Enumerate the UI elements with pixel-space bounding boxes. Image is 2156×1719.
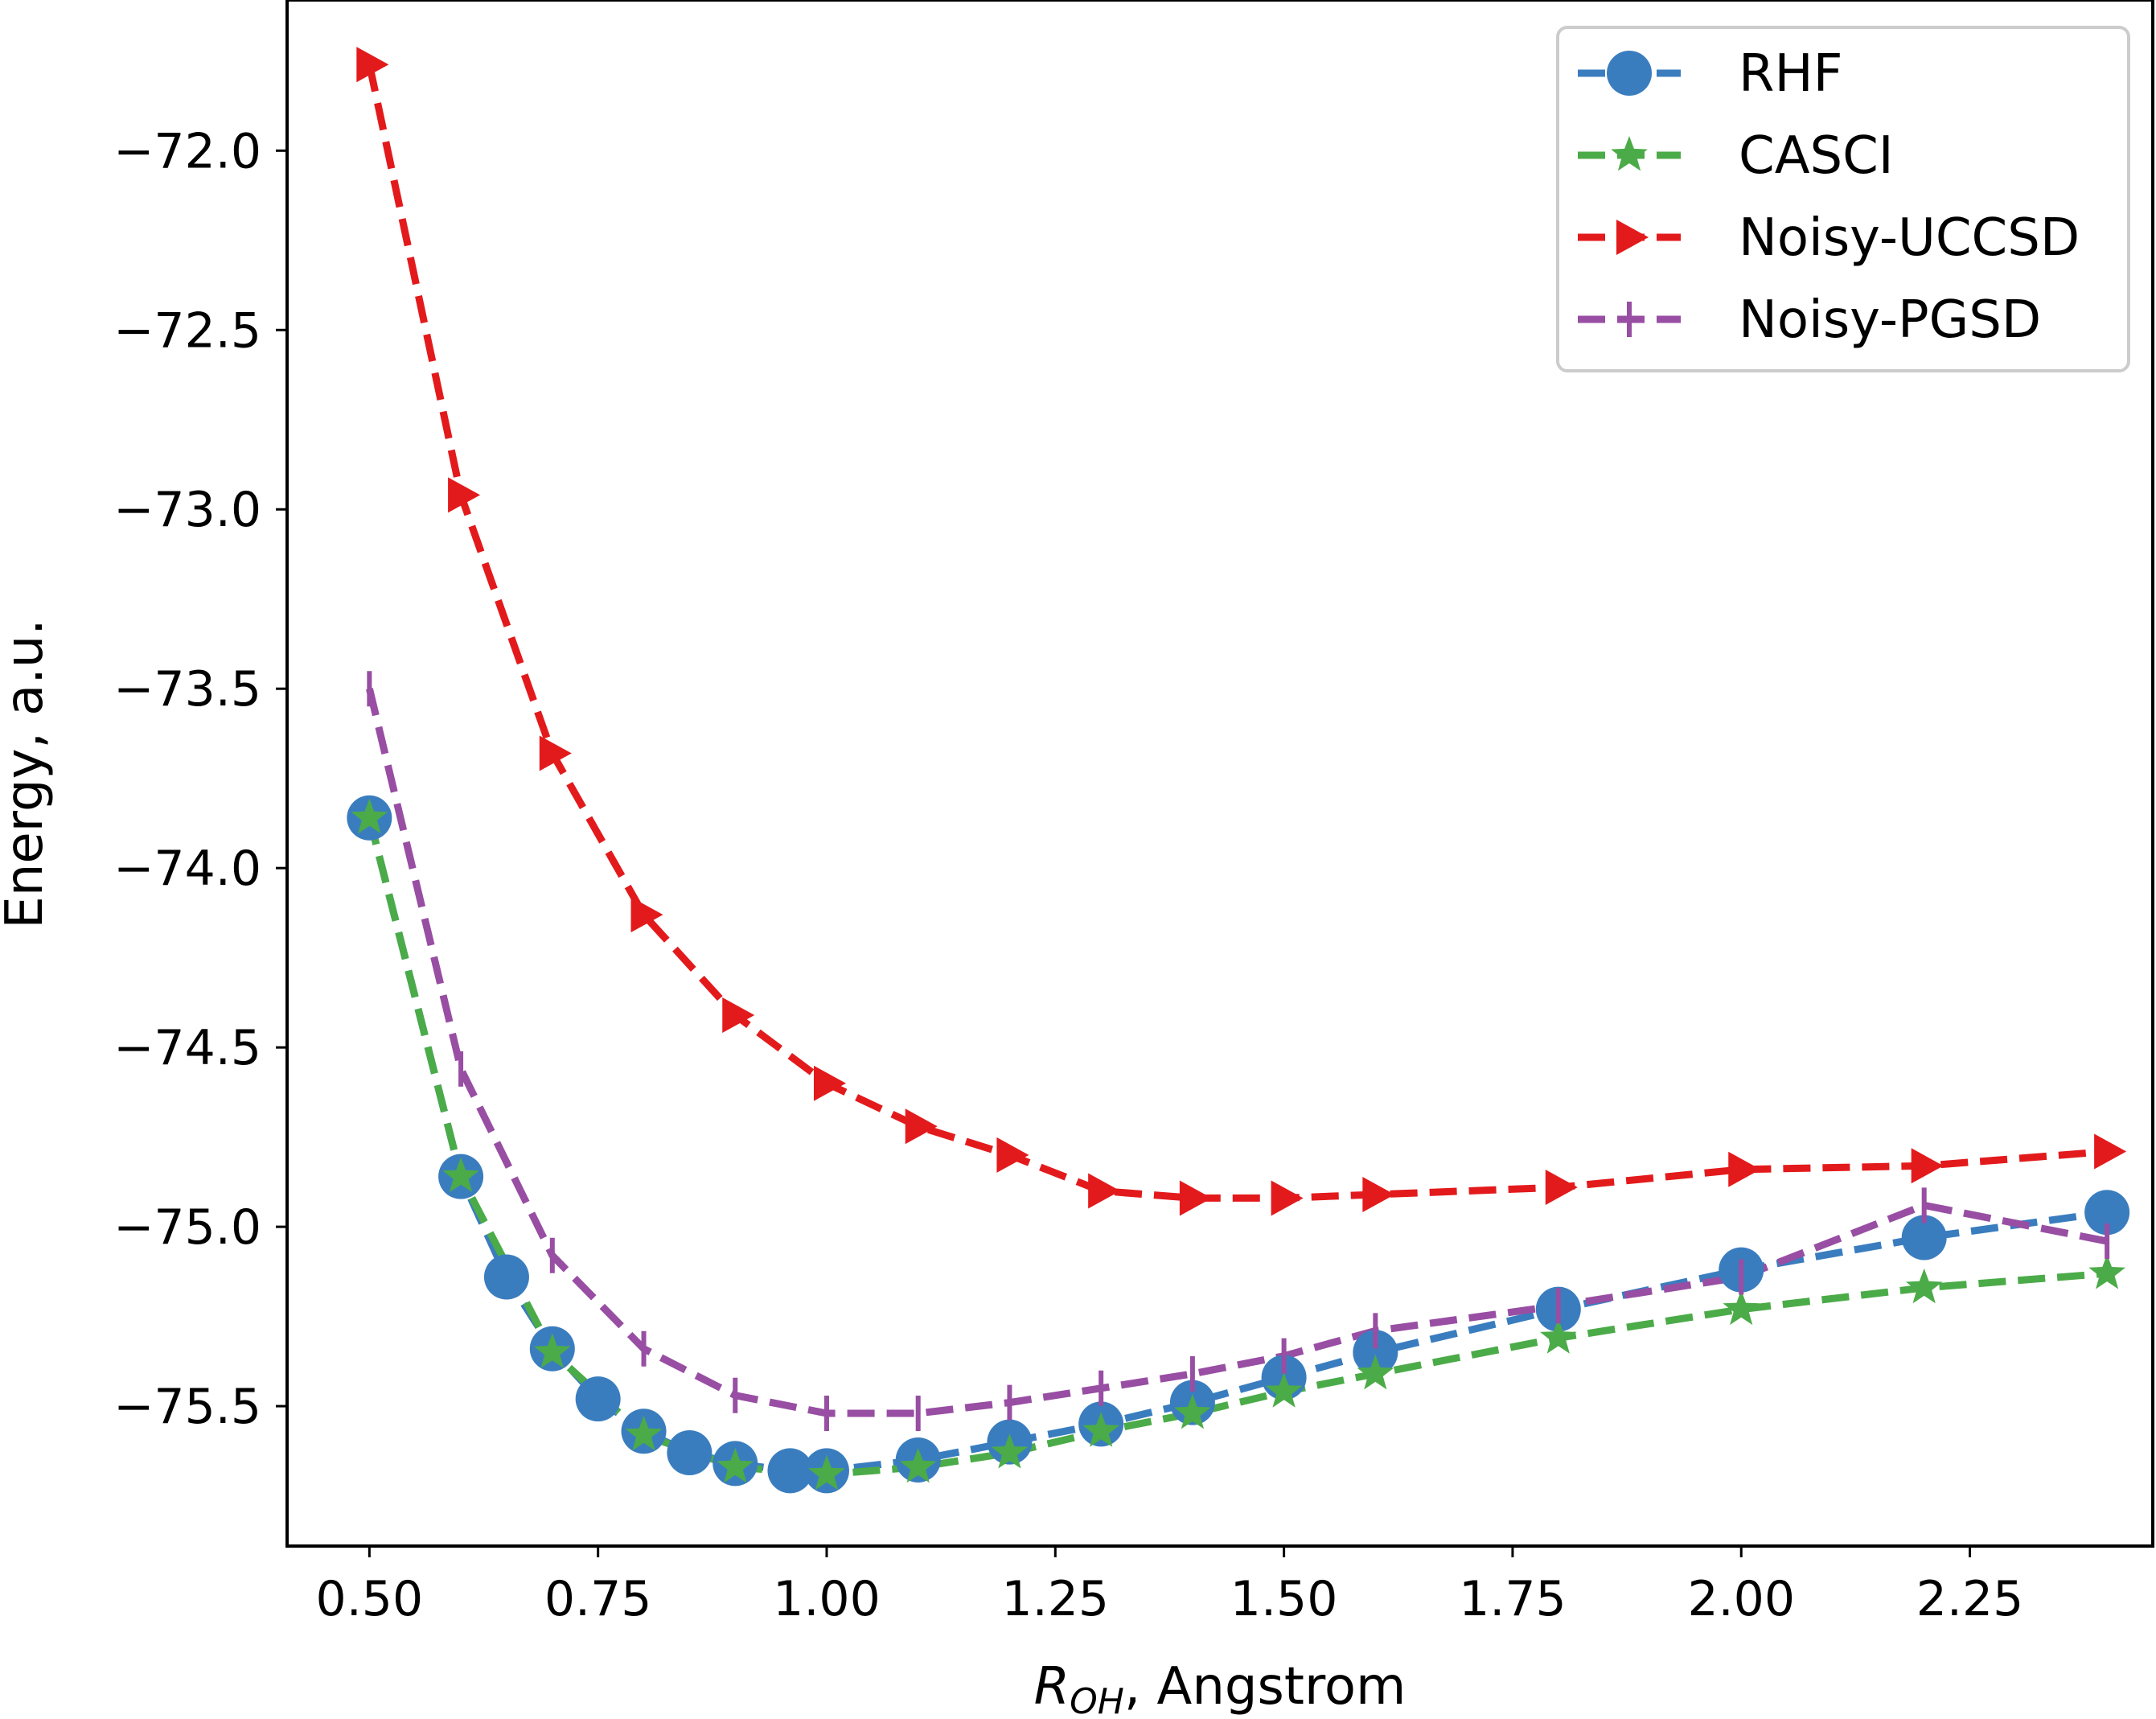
x-axis-label-subscript: OH bbox=[1070, 1681, 1124, 1719]
data-point-casci bbox=[991, 1433, 1029, 1469]
y-tick-label: −75.0 bbox=[113, 1199, 261, 1256]
data-point-noisy-uccsd bbox=[1911, 1148, 1944, 1184]
data-point-noisy-uccsd bbox=[2094, 1133, 2127, 1170]
x-tick-label: 1.75 bbox=[1459, 1571, 1567, 1627]
data-point-noisy-uccsd bbox=[1362, 1176, 1395, 1212]
x-tick-label: 0.50 bbox=[316, 1571, 424, 1627]
legend-box bbox=[1556, 26, 2130, 372]
x-axis: 0.50 0.75 1.00 1.25 1.50 1.75 2.00 2.25 bbox=[316, 1546, 2024, 1627]
series-line-casci bbox=[366, 816, 2108, 1478]
x-tick-label: 1.50 bbox=[1230, 1571, 1338, 1627]
data-point-casci bbox=[2088, 1254, 2125, 1289]
y-axis: −72.0 −72.5 −73.0 −73.5 −74.0 −74.5 −75.0 −75.5 bbox=[113, 123, 287, 1435]
data-point-rhf bbox=[2084, 1190, 2130, 1236]
y-axis-label: Energy, a.u. bbox=[0, 619, 55, 928]
data-point-noisy-uccsd bbox=[1271, 1180, 1304, 1216]
data-point-noisy-uccsd bbox=[1728, 1151, 1761, 1187]
data-point-casci bbox=[1905, 1268, 1943, 1304]
data-point-noisy-uccsd bbox=[813, 1065, 846, 1101]
data-point-casci bbox=[899, 1447, 937, 1483]
legend-swatch-marker bbox=[1611, 136, 1648, 171]
x-axis-label-main: R bbox=[1034, 1657, 1070, 1717]
y-tick-label: −74.0 bbox=[113, 841, 261, 897]
data-point-casci bbox=[442, 1157, 479, 1193]
legend-swatch-marker bbox=[1607, 51, 1652, 96]
data-point-casci bbox=[1357, 1354, 1394, 1390]
y-tick-label: −73.0 bbox=[113, 482, 261, 538]
data-point-casci bbox=[534, 1333, 571, 1368]
data-point-casci bbox=[625, 1415, 663, 1451]
x-axis-label-unit: , Angstrom bbox=[1124, 1657, 1407, 1717]
data-point-noisy-uccsd bbox=[1179, 1180, 1212, 1216]
legend-item-noisy-pgsd: Noisy-PGSD bbox=[1578, 290, 2041, 350]
x-tick-label: 1.00 bbox=[773, 1571, 881, 1627]
x-tick-label: 2.00 bbox=[1687, 1571, 1795, 1627]
y-tick-label: −72.5 bbox=[113, 302, 261, 359]
series-markers-noisy-pgsd bbox=[367, 671, 2110, 1432]
x-axis-label: ROH, Angstrom bbox=[1034, 1657, 1407, 1719]
legend-item-noisy-uccsd: Noisy-UCCSD bbox=[1578, 208, 2080, 268]
data-point-casci bbox=[1265, 1372, 1303, 1408]
y-tick-label: −74.5 bbox=[113, 1020, 261, 1076]
data-point-noisy-uccsd bbox=[905, 1108, 938, 1145]
data-point-rhf bbox=[667, 1430, 713, 1476]
data-point-rhf bbox=[1901, 1215, 1947, 1260]
data-point-noisy-uccsd bbox=[996, 1137, 1029, 1173]
legend-label: RHF bbox=[1739, 44, 1842, 104]
legend-item-casci: CASCI bbox=[1578, 126, 1894, 186]
legend-label: Noisy-PGSD bbox=[1739, 290, 2041, 350]
x-tick-label: 1.25 bbox=[1001, 1571, 1109, 1627]
y-tick-label: −73.5 bbox=[113, 661, 261, 718]
plot-markers bbox=[347, 47, 2130, 1494]
legend-item-rhf: RHF bbox=[1578, 44, 1842, 104]
legend-label: CASCI bbox=[1739, 126, 1894, 186]
data-point-noisy-uccsd bbox=[722, 997, 755, 1034]
series-line-noisy-pgsd bbox=[366, 688, 2108, 1417]
legend: RHF CASCI Noisy-UCCSD Noisy-PGSD bbox=[1556, 26, 2130, 372]
data-point-casci bbox=[1082, 1412, 1119, 1447]
data-point-noisy-uccsd bbox=[448, 477, 481, 513]
series-markers-casci bbox=[351, 798, 2125, 1491]
data-point-casci bbox=[808, 1454, 845, 1491]
legend-swatch-marker bbox=[1616, 220, 1649, 255]
x-tick-label: 2.25 bbox=[1916, 1571, 2024, 1627]
data-point-noisy-uccsd bbox=[539, 735, 572, 771]
series-line-noisy-uccsd bbox=[365, 64, 2108, 1202]
data-point-noisy-uccsd bbox=[356, 47, 389, 83]
data-point-rhf bbox=[575, 1376, 621, 1422]
data-point-rhf bbox=[483, 1254, 529, 1300]
series-markers-noisy-uccsd bbox=[356, 47, 2127, 1216]
y-tick-label: −72.0 bbox=[113, 123, 261, 179]
data-point-rhf bbox=[1353, 1330, 1398, 1376]
y-tick-label: −75.5 bbox=[113, 1379, 261, 1435]
axes-frame bbox=[285, 0, 2154, 1548]
data-point-casci bbox=[1540, 1318, 1577, 1354]
data-point-noisy-uccsd bbox=[1088, 1173, 1121, 1209]
data-point-noisy-uccsd bbox=[630, 897, 663, 933]
data-point-casci bbox=[1723, 1289, 1760, 1326]
series-markers-rhf bbox=[347, 795, 2130, 1494]
data-point-rhf bbox=[767, 1448, 813, 1494]
data-point-casci bbox=[351, 798, 388, 834]
data-point-noisy-uccsd bbox=[1545, 1170, 1578, 1206]
data-point-casci bbox=[1174, 1394, 1211, 1429]
data-point-casci bbox=[717, 1447, 754, 1483]
legend-label: Noisy-UCCSD bbox=[1739, 208, 2080, 268]
x-tick-label: 0.75 bbox=[544, 1571, 652, 1627]
